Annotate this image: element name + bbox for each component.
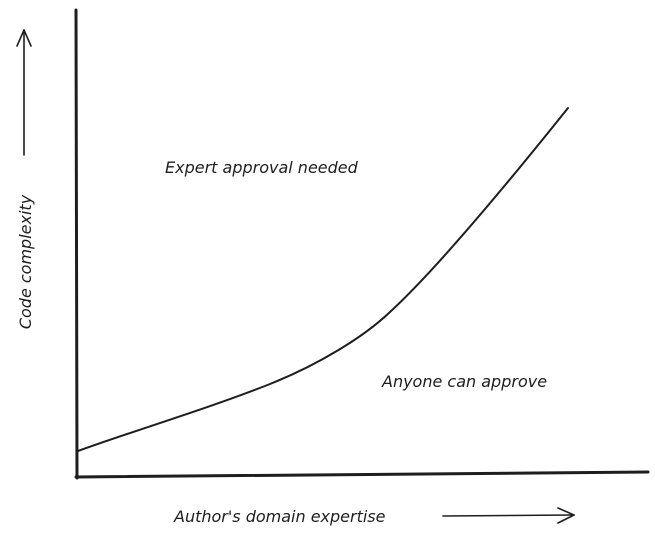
y-axis-label: Code complexity bbox=[16, 194, 35, 329]
lower-region-label: Anyone can approve bbox=[381, 372, 547, 391]
upper-region-label: Expert approval needed bbox=[165, 158, 359, 177]
x-axis-line bbox=[74, 470, 650, 479]
y-axis-line bbox=[74, 8, 79, 480]
y-axis-arrow-icon bbox=[16, 29, 32, 156]
x-axis-arrow-icon bbox=[442, 507, 575, 524]
x-axis-label: Author's domain expertise bbox=[173, 507, 386, 526]
boundary-curve bbox=[77, 107, 569, 452]
